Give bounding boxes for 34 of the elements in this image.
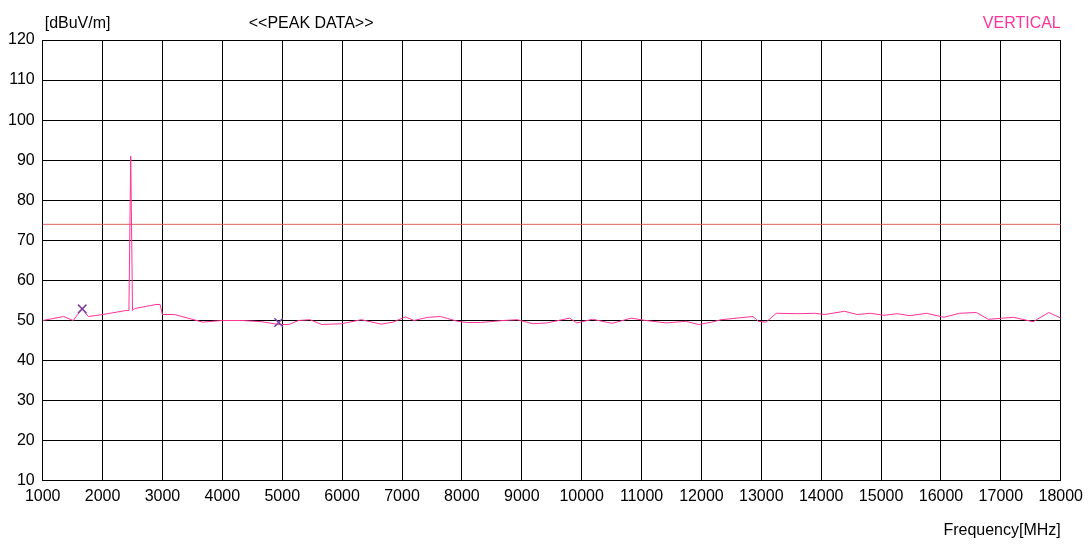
x-tick-label: 12000 bbox=[679, 486, 724, 504]
y-tick-label: 70 bbox=[16, 230, 35, 248]
x-tick-label: 2000 bbox=[84, 486, 121, 504]
x-tick-label: 6000 bbox=[324, 486, 361, 504]
text: VERTICAL bbox=[982, 14, 1061, 31]
y-tick-label: 110 bbox=[9, 70, 35, 88]
chart-title: <<PEAK DATA>> bbox=[248, 14, 374, 31]
x-tick-label: 1000 bbox=[24, 486, 61, 504]
x-tick-label: 16000 bbox=[918, 486, 964, 504]
y-tick-label: 30 bbox=[16, 391, 35, 409]
y-tick-label: 100 bbox=[7, 110, 35, 128]
x-tick-label: 18000 bbox=[1038, 486, 1084, 504]
x-tick-label: 3000 bbox=[144, 486, 181, 504]
x-tick-label: 5000 bbox=[264, 486, 301, 504]
x-tick-label: 17000 bbox=[978, 486, 1024, 504]
x-tick-label: 14000 bbox=[798, 486, 844, 504]
y-tick-label: 80 bbox=[16, 190, 35, 208]
x-tick-label: 11000 bbox=[619, 486, 664, 504]
y-tick-label: 120 bbox=[7, 30, 35, 48]
x-tick-label: 9000 bbox=[503, 486, 540, 504]
x-tick-label: 10000 bbox=[559, 486, 605, 504]
x-tick-label: 15000 bbox=[858, 486, 904, 504]
y-axis-title: [dBuV/m] bbox=[44, 14, 111, 31]
y-tick-label: 50 bbox=[16, 310, 35, 328]
y-tick-label: 10 bbox=[16, 471, 35, 489]
x-tick-label: 7000 bbox=[384, 486, 420, 504]
y-tick-label: 40 bbox=[16, 350, 35, 368]
x-tick-label: 13000 bbox=[739, 486, 784, 504]
x-tick-label: 4000 bbox=[204, 486, 241, 504]
y-tick-label: 60 bbox=[16, 270, 35, 288]
x-tick-label: 8000 bbox=[444, 486, 480, 504]
x-axis-title: Frequency[MHz] bbox=[943, 520, 1061, 538]
y-tick-label: 20 bbox=[16, 431, 35, 449]
y-tick-label: 90 bbox=[16, 150, 35, 168]
